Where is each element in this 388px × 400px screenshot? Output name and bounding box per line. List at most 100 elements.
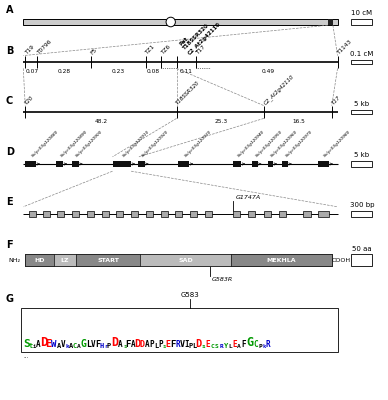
Text: D: D (6, 147, 14, 157)
Bar (303, 211, 311, 217)
Text: T17: T17 (195, 44, 206, 56)
Bar (116, 211, 123, 217)
Text: t: t (29, 343, 33, 349)
Text: R: R (220, 344, 223, 349)
Text: P: P (149, 340, 154, 349)
Text: R: R (175, 340, 180, 349)
Bar (252, 161, 258, 167)
Text: P: P (107, 343, 111, 349)
Bar (23, 19, 338, 25)
Text: T1143: T1143 (336, 39, 353, 56)
Bar (54, 254, 76, 266)
Bar (205, 211, 212, 217)
Text: W: W (51, 340, 56, 349)
Bar (113, 161, 131, 167)
Text: T17: T17 (331, 95, 341, 106)
Text: Solyc03g120950: Solyc03g120950 (255, 130, 284, 158)
Text: 0.11: 0.11 (180, 69, 193, 74)
Bar (351, 19, 372, 25)
Text: A: A (131, 340, 135, 349)
Text: V: V (91, 340, 95, 349)
Text: G583: G583 (181, 292, 199, 298)
Text: Pat
T18SSR320
C2_At2g42110: Pat T18SSR320 C2_At2g42110 (178, 12, 222, 56)
Text: C2_At2g42110: C2_At2g42110 (263, 73, 295, 106)
Text: 16.5: 16.5 (292, 119, 305, 124)
Text: D: D (40, 336, 47, 349)
Text: k: k (263, 344, 266, 349)
Text: Solyc03g120930: Solyc03g120930 (184, 130, 213, 158)
Text: Solyc03g120940: Solyc03g120940 (237, 130, 266, 158)
Text: MEKHLA: MEKHLA (267, 258, 296, 262)
Text: A: A (118, 340, 123, 349)
Bar (25, 161, 36, 167)
Text: Solyc03g120900: Solyc03g120900 (75, 130, 104, 158)
Text: C: C (211, 344, 215, 349)
Text: D: D (135, 339, 141, 349)
Text: 5 kb: 5 kb (354, 152, 369, 158)
Text: T20: T20 (24, 95, 35, 106)
Bar (72, 211, 79, 217)
Bar (43, 211, 50, 217)
Text: 48.2: 48.2 (94, 119, 107, 124)
Text: i: i (33, 344, 36, 349)
Bar (248, 211, 255, 217)
Bar (351, 60, 372, 64)
Text: 5 kb: 5 kb (354, 101, 369, 107)
Text: V: V (61, 340, 65, 349)
Bar (178, 161, 189, 167)
Text: TZ1: TZ1 (144, 44, 156, 56)
Text: C: C (73, 343, 77, 349)
Text: k: k (65, 344, 69, 349)
Text: HD: HD (34, 258, 45, 262)
Bar (146, 211, 153, 217)
Bar (72, 161, 79, 167)
Text: TZ6: TZ6 (160, 44, 171, 56)
Text: T18SSR320: T18SSR320 (175, 80, 201, 106)
Bar (57, 211, 64, 217)
Text: 0.08: 0.08 (147, 69, 160, 74)
Text: E: E (45, 339, 52, 349)
Text: G: G (80, 339, 87, 349)
Text: F5: F5 (90, 47, 99, 56)
Text: S: S (215, 344, 219, 349)
Text: G: G (247, 336, 254, 349)
Text: A: A (6, 5, 13, 15)
Text: V: V (180, 340, 185, 349)
Text: F: F (126, 340, 131, 349)
Text: L: L (192, 343, 196, 349)
Bar (102, 211, 109, 217)
Text: SAD: SAD (178, 258, 193, 262)
Text: Solyc03g120980: Solyc03g120980 (324, 130, 352, 158)
Bar (233, 161, 241, 167)
Text: s: s (163, 344, 166, 349)
Bar (131, 211, 138, 217)
Bar (76, 254, 140, 266)
Text: 0.1 cM: 0.1 cM (350, 51, 374, 57)
Bar (29, 211, 36, 217)
Text: E: E (166, 340, 170, 349)
Bar (282, 161, 288, 167)
Text: LZ: LZ (61, 258, 69, 262)
Text: E: E (6, 197, 12, 207)
Text: Solyc03g120960: Solyc03g120960 (270, 130, 299, 158)
Bar (25, 254, 332, 266)
Text: A: A (145, 340, 149, 349)
Text: Solyc03g120920: Solyc03g120920 (141, 130, 170, 158)
Bar (233, 211, 240, 217)
Text: S: S (23, 339, 30, 349)
Text: F: F (241, 340, 246, 349)
Text: R: R (266, 340, 270, 349)
Bar (351, 211, 372, 217)
Text: Solyc03g120890: Solyc03g120890 (60, 130, 88, 158)
Text: E: E (206, 340, 210, 349)
Text: 0.28: 0.28 (57, 69, 71, 74)
Circle shape (166, 17, 175, 27)
Text: A: A (57, 343, 61, 349)
Text: G1747A: G1747A (236, 195, 261, 200)
Text: H: H (100, 343, 104, 349)
Text: A: A (36, 340, 40, 349)
Text: L: L (154, 343, 158, 349)
Bar (268, 161, 273, 167)
Text: ...: ... (23, 354, 29, 359)
Text: D: D (196, 339, 202, 349)
